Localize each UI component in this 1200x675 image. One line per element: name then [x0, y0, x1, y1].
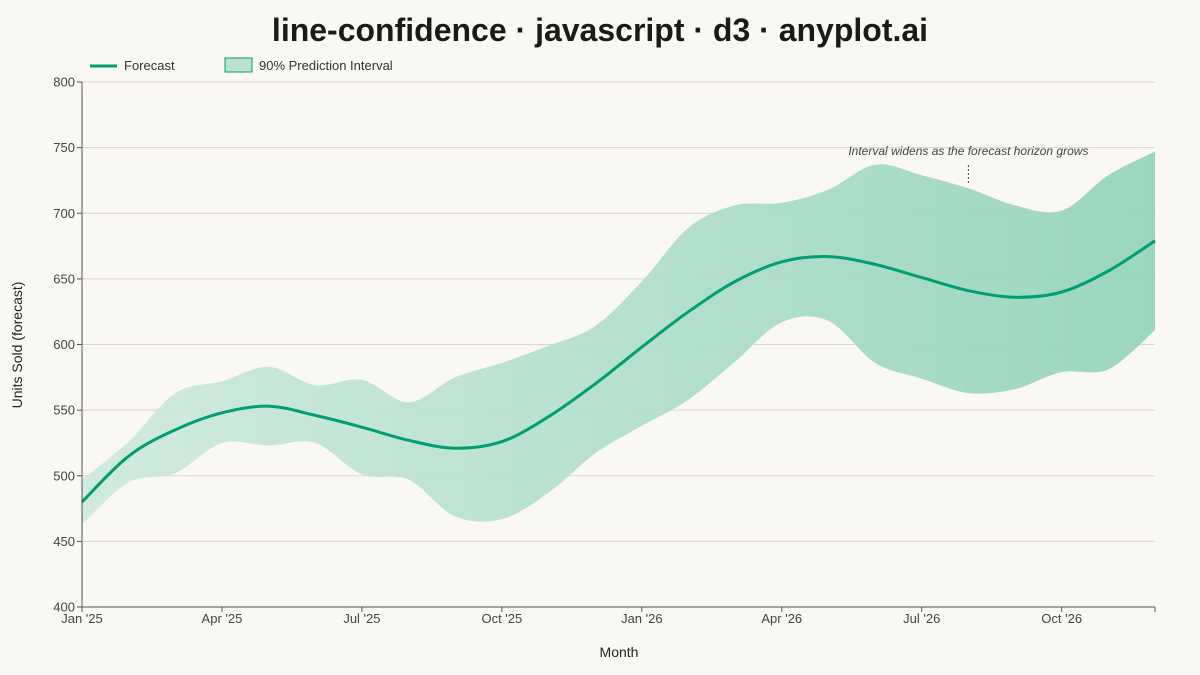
forecast-point: [874, 263, 877, 266]
x-tick-label: Oct '26: [1041, 611, 1082, 626]
forecast-point: [500, 440, 503, 443]
y-tick-label: 600: [53, 337, 75, 352]
legend: Forecast 90% Prediction Interval: [90, 57, 393, 73]
x-tick-label: Apr '25: [202, 611, 243, 626]
chart-title: line-confidence · javascript · d3 · anyp…: [272, 12, 928, 48]
legend-interval-swatch: [224, 57, 253, 73]
forecast-point: [780, 260, 783, 263]
forecast-line: [80, 239, 1156, 504]
forecast-point: [267, 405, 270, 408]
y-tick-label: 700: [53, 206, 75, 221]
x-tick-label: Jul '25: [343, 611, 380, 626]
forecast-point: [174, 428, 177, 431]
y-tick-label: 750: [53, 140, 75, 155]
forecast-point: [454, 447, 457, 450]
prediction-interval-band: [82, 151, 1155, 525]
forecast-point: [827, 255, 830, 258]
y-tick-label: 800: [53, 75, 75, 90]
x-tick-label: Apr '26: [761, 611, 802, 626]
forecast-point: [967, 289, 970, 292]
forecast-point: [1014, 296, 1017, 299]
forecast-point: [407, 439, 410, 442]
x-tick-label: Jan '25: [61, 611, 103, 626]
forecast-point: [920, 276, 923, 279]
forecast-point: [687, 310, 690, 313]
forecast-point: [1107, 270, 1110, 273]
forecast-point: [547, 415, 550, 418]
legend-interval-label: 90% Prediction Interval: [259, 58, 393, 73]
x-tick-label: Jul '26: [903, 611, 940, 626]
y-tick-label: 450: [53, 534, 75, 549]
forecast-point: [1154, 239, 1157, 242]
legend-forecast-label: Forecast: [124, 58, 175, 73]
y-tick-label: 650: [53, 271, 75, 286]
axes: 400 450 500 550 600 650 700 750 800 Jan '25 Apr '2…: [53, 75, 1156, 626]
forecast-point: [734, 280, 737, 283]
forecast-point: [360, 426, 363, 429]
y-tick-label: 550: [53, 403, 75, 418]
x-tick-label: Oct '25: [481, 611, 522, 626]
x-tick-label: Jan '26: [621, 611, 663, 626]
forecast-point: [1060, 291, 1063, 294]
forecast-point: [640, 346, 643, 349]
forecast-point: [220, 411, 223, 414]
y-tick-label: 400: [53, 600, 75, 615]
y-axis-label: Units Sold (forecast): [9, 282, 25, 409]
annotation: Interval widens as the forecast horizon …: [848, 144, 1088, 185]
x-axis-label: Month: [600, 644, 639, 660]
annotation-text: Interval widens as the forecast horizon …: [848, 144, 1088, 158]
y-tick-label: 500: [53, 468, 75, 483]
forecast-point: [127, 455, 130, 458]
forecast-point: [314, 414, 317, 417]
forecast-point: [594, 382, 597, 385]
